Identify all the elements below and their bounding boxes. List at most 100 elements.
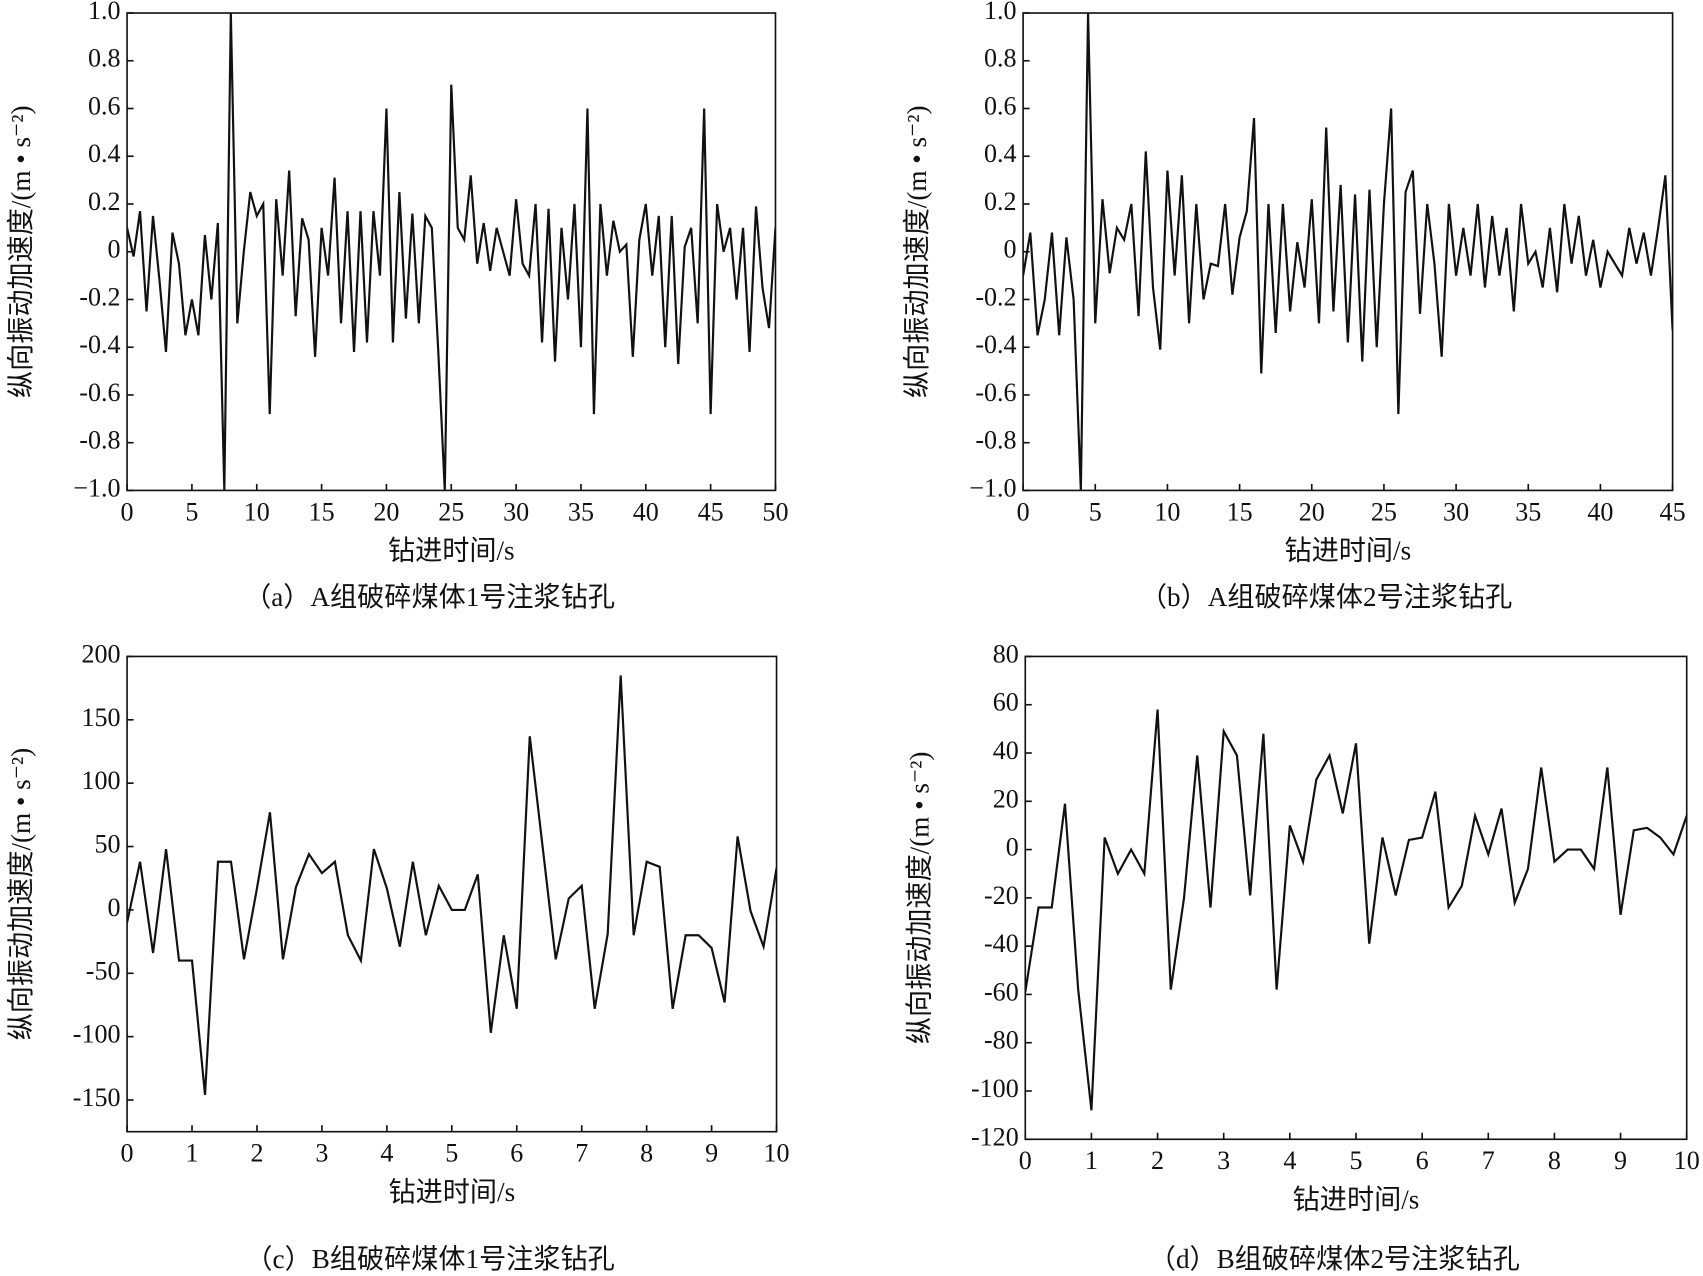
y-axis-label: 纵向振动加速度/(m • s⁻²): [902, 105, 932, 397]
y-tick-label: -0.2: [79, 282, 120, 311]
x-tick-label: 20: [373, 497, 399, 526]
y-tick-label: 0.2: [88, 187, 121, 216]
y-tick-label: 0.6: [88, 91, 121, 120]
y-tick-label: -0.4: [975, 330, 1016, 359]
caption: （b）A组破碎煤体2号注浆钻孔: [1140, 582, 1512, 612]
y-tick-label: 0.2: [984, 187, 1017, 216]
x-tick-label: 8: [1548, 1146, 1561, 1175]
x-tick-label: 45: [1660, 497, 1686, 526]
plot-frame: [126, 655, 778, 1133]
y-tick-label: -100: [73, 1020, 121, 1049]
y-tick-label: 1.0: [984, 0, 1017, 25]
x-tick-label: 30: [503, 497, 529, 526]
x-tick-label: 1: [1085, 1146, 1098, 1175]
x-tick-label: 3: [315, 1139, 328, 1168]
x-tick-label: 40: [633, 497, 659, 526]
x-tick-label: 0: [121, 497, 134, 526]
y-tick-label: -0.4: [79, 330, 120, 359]
x-tick-label: 5: [1349, 1146, 1362, 1175]
y-tick-label: 0: [108, 235, 121, 264]
data-line: [1023, 12, 1673, 491]
data-line: [127, 12, 776, 491]
y-tick-label: -20: [984, 881, 1019, 910]
x-tick-label: 2: [250, 1139, 263, 1168]
y-tick-label: -50: [86, 956, 121, 985]
y-tick-label: -0.8: [79, 426, 120, 455]
x-tick-label: 10: [1154, 497, 1180, 526]
data-line: [127, 675, 777, 1096]
x-tick-label: 6: [510, 1139, 523, 1168]
x-tick-label: 25: [1371, 497, 1397, 526]
caption: （c）B组破碎煤体1号注浆钻孔: [245, 1244, 614, 1274]
x-tick-label: 5: [1089, 497, 1102, 526]
x-tick-label: 25: [438, 497, 464, 526]
y-tick-label: -0.2: [975, 282, 1016, 311]
x-tick-label: 9: [705, 1139, 718, 1168]
y-tick-label: -120: [971, 1122, 1019, 1151]
x-tick-label: 50: [762, 497, 788, 526]
y-tick-label: 50: [94, 830, 120, 859]
data-line: [1025, 709, 1687, 1111]
x-axis-label: 钻进时间/s: [1285, 536, 1412, 566]
y-tick-label: 60: [993, 688, 1019, 717]
x-tick-label: 20: [1299, 497, 1325, 526]
y-tick-label: -40: [984, 929, 1019, 958]
x-axis-label: 钻进时间/s: [388, 536, 515, 566]
plot-frame: [1024, 655, 1688, 1141]
x-tick-label: 7: [1482, 1146, 1495, 1175]
y-tick-label: −1.0: [969, 473, 1016, 502]
x-tick-label: 0: [1019, 1146, 1032, 1175]
x-tick-label: 4: [380, 1139, 393, 1168]
x-tick-label: 45: [698, 497, 724, 526]
y-axis-label: 纵向振动加速度/(m • s⁻²): [6, 105, 36, 397]
y-tick-label: 150: [81, 703, 120, 732]
x-tick-label: 15: [1227, 497, 1253, 526]
x-tick-label: 2: [1151, 1146, 1164, 1175]
plot-frame: [126, 12, 777, 492]
y-tick-label: 0.4: [984, 139, 1017, 168]
y-tick-label: 0.8: [984, 44, 1017, 73]
y-tick-label: 0: [1006, 833, 1019, 862]
x-tick-label: 10: [244, 497, 270, 526]
y-tick-label: 1.0: [88, 0, 121, 25]
y-tick-label: 0.4: [88, 139, 121, 168]
y-tick-label: 40: [993, 736, 1019, 765]
x-tick-label: 5: [445, 1139, 458, 1168]
x-tick-label: 10: [764, 1139, 790, 1168]
x-tick-label: 10: [1674, 1146, 1700, 1175]
x-axis-label: 钻进时间/s: [388, 1177, 515, 1207]
y-tick-label: 100: [81, 766, 120, 795]
x-tick-label: 40: [1587, 497, 1613, 526]
y-tick-label: -0.6: [79, 378, 120, 407]
y-tick-label: -150: [73, 1083, 121, 1112]
y-tick-label: 80: [993, 639, 1019, 668]
y-tick-label: 0.8: [88, 44, 121, 73]
x-tick-label: 4: [1283, 1146, 1296, 1175]
x-tick-label: 0: [121, 1139, 134, 1168]
caption: （a）A组破碎煤体1号注浆钻孔: [244, 582, 615, 612]
y-tick-label: 200: [81, 639, 120, 668]
y-tick-label: −1.0: [73, 473, 120, 502]
x-tick-label: 15: [309, 497, 335, 526]
y-tick-label: 0: [108, 893, 121, 922]
y-tick-label: -100: [971, 1074, 1019, 1103]
x-tick-label: 9: [1614, 1146, 1627, 1175]
x-axis-label: 钻进时间/s: [1293, 1184, 1420, 1214]
y-tick-label: 0.6: [984, 91, 1017, 120]
x-tick-label: 0: [1017, 497, 1030, 526]
y-axis-label: 纵向振动加速度/(m • s⁻²): [6, 748, 36, 1040]
y-tick-label: 20: [993, 784, 1019, 813]
y-tick-label: -0.6: [975, 378, 1016, 407]
x-tick-label: 30: [1443, 497, 1469, 526]
x-tick-label: 6: [1416, 1146, 1429, 1175]
y-axis-label: 纵向振动加速度/(m • s⁻²): [904, 752, 934, 1044]
caption: （d）B组破碎煤体2号注浆钻孔: [1149, 1244, 1520, 1274]
x-tick-label: 3: [1217, 1146, 1230, 1175]
y-tick-label: -60: [984, 977, 1019, 1006]
y-tick-label: -0.8: [975, 426, 1016, 455]
plot-frame: [1022, 12, 1674, 492]
y-tick-label: -80: [984, 1026, 1019, 1055]
x-tick-label: 7: [575, 1139, 588, 1168]
y-tick-label: 0: [1004, 235, 1017, 264]
